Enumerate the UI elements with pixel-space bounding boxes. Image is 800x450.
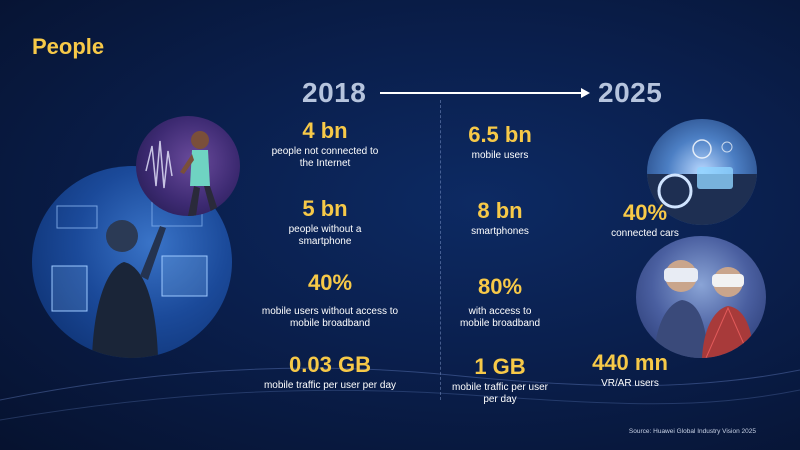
stat-desc: with access to mobile broadband bbox=[459, 306, 541, 329]
year-2025: 2025 bbox=[598, 77, 663, 108]
stat-value: 4 bn bbox=[302, 118, 348, 143]
stat-2025-smartphones: 8 bn smartphones bbox=[440, 198, 560, 238]
stat-desc: people without a smartphone bbox=[288, 224, 362, 247]
stat-value: 6.5 bn bbox=[468, 122, 532, 147]
stat-2025-broadband: 80% with access to mobile broadband bbox=[440, 274, 560, 330]
column-divider bbox=[440, 100, 441, 400]
source-note: Source: Huawei Global Industry Vision 20… bbox=[628, 428, 756, 435]
stat-desc: VR/AR users bbox=[601, 378, 659, 389]
stat-desc: mobile users bbox=[471, 150, 529, 161]
stat-2025-traffic: 1 GB mobile traffic per user per day bbox=[440, 354, 560, 406]
vr-headset-image bbox=[654, 260, 754, 358]
runner-photo bbox=[136, 116, 240, 216]
vr-users-photo bbox=[636, 236, 766, 358]
stat-value: 80% bbox=[477, 274, 523, 299]
stat-2025-vr-ar-users: 440 mn VR/AR users bbox=[575, 350, 685, 390]
stat-2025-mobile-users: 6.5 bn mobile users bbox=[440, 122, 560, 162]
stat-value: 5 bn bbox=[302, 196, 348, 221]
stat-desc: mobile traffic per user per day bbox=[452, 382, 548, 405]
stat-2018-traffic: 0.03 GB mobile traffic per user per day bbox=[245, 352, 415, 392]
stat-2018-unconnected: 4 bn people not connected to the Interne… bbox=[250, 118, 400, 170]
stat-value: 440 mn bbox=[592, 350, 668, 375]
stat-value: 40% bbox=[307, 270, 353, 295]
page-title: People bbox=[32, 34, 105, 59]
stat-desc: connected cars bbox=[611, 228, 679, 239]
stat-value: 1 GB bbox=[474, 354, 526, 379]
car-dashboard-photo bbox=[647, 119, 757, 225]
decorative-wave bbox=[0, 367, 800, 421]
stat-2018-no-broadband: 40% mobile users without access to mobil… bbox=[245, 270, 415, 330]
year-2018: 2018 bbox=[302, 77, 367, 108]
stat-2018-no-smartphone: 5 bn people without a smartphone bbox=[250, 196, 400, 248]
stat-desc: people not connected to the Internet bbox=[271, 146, 379, 169]
stat-2025-connected-cars: 40% connected cars bbox=[590, 200, 700, 240]
stat-desc: mobile users without access to mobile br… bbox=[261, 306, 399, 329]
stat-value: 8 bn bbox=[477, 198, 523, 223]
hud-person-image bbox=[51, 195, 208, 358]
stat-desc: smartphones bbox=[471, 226, 529, 237]
stat-value: 40% bbox=[622, 200, 668, 225]
stat-desc: mobile traffic per user per day bbox=[263, 380, 397, 391]
stat-value: 0.03 GB bbox=[289, 352, 371, 377]
timeline-arrow bbox=[380, 88, 590, 98]
runner-image bbox=[145, 131, 220, 216]
